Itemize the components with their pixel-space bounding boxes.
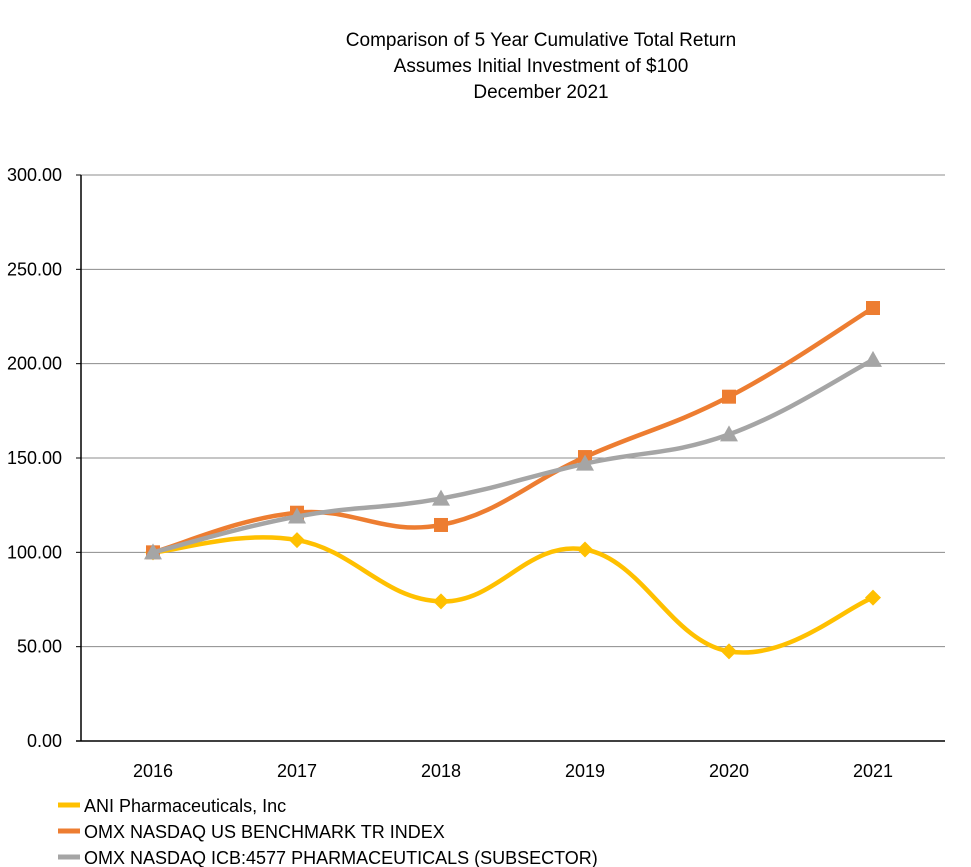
gridlines	[81, 174, 945, 648]
data-point-diamond	[289, 532, 305, 549]
axes	[76, 175, 945, 742]
data-point-triangle	[288, 507, 306, 524]
title-line-2: Assumes Initial Investment of $100	[394, 56, 689, 77]
x-tick-label: 2016	[133, 761, 173, 781]
data-point-triangle	[432, 489, 450, 506]
x-tick-label: 2018	[421, 761, 461, 781]
title-line-3: December 2021	[473, 82, 608, 103]
data-point-triangle	[864, 350, 882, 367]
chart-title: Comparison of 5 Year Cumulative Total Re…	[346, 30, 736, 103]
data-point-triangle	[720, 425, 738, 442]
legend-label: ANI Pharmaceuticals, Inc	[84, 796, 286, 816]
series-line	[150, 305, 876, 555]
legend-label: OMX NASDAQ US BENCHMARK TR INDEX	[84, 822, 445, 842]
y-tick-label: 150.00	[7, 448, 62, 468]
x-tick-label: 2021	[853, 761, 893, 781]
y-axis-ticks: 0.00 50.00 100.00 150.00 200.00 250.00 300.00	[7, 165, 81, 751]
data-point-square	[434, 517, 448, 532]
series-3	[144, 350, 882, 560]
legend-item: OMX NASDAQ US BENCHMARK TR INDEX	[58, 822, 445, 842]
series-line	[150, 357, 876, 555]
series-line	[150, 535, 876, 655]
y-tick-label: 300.00	[7, 165, 62, 185]
y-tick-label: 100.00	[7, 542, 62, 562]
legend: ANI Pharmaceuticals, Inc OMX NASDAQ US BE…	[58, 796, 598, 867]
y-tick-label: 200.00	[7, 354, 62, 374]
series-layer	[144, 301, 882, 660]
series-1	[145, 532, 881, 660]
y-tick-label: 50.00	[17, 637, 62, 657]
x-axis-ticks: 2016 2017 2018 2019 2020 2021	[133, 761, 893, 781]
legend-item: ANI Pharmaceuticals, Inc	[58, 796, 286, 816]
data-point-triangle	[576, 454, 594, 471]
data-point-diamond	[721, 643, 737, 660]
data-point-diamond	[433, 593, 449, 610]
y-tick-label: 0.00	[27, 731, 62, 751]
x-tick-label: 2020	[709, 761, 749, 781]
legend-label: OMX NASDAQ ICB:4577 PHARMACEUTICALS (SUB…	[84, 848, 598, 867]
series-2	[146, 301, 880, 560]
data-point-square	[866, 301, 880, 316]
x-tick-label: 2019	[565, 761, 605, 781]
data-point-triangle	[144, 543, 162, 560]
title-line-1: Comparison of 5 Year Cumulative Total Re…	[346, 30, 736, 51]
y-tick-label: 250.00	[7, 259, 62, 279]
data-point-square	[722, 389, 736, 404]
x-tick-label: 2017	[277, 761, 317, 781]
data-point-diamond	[865, 589, 881, 606]
data-point-diamond	[577, 541, 593, 558]
legend-item: OMX NASDAQ ICB:4577 PHARMACEUTICALS (SUB…	[58, 848, 598, 867]
